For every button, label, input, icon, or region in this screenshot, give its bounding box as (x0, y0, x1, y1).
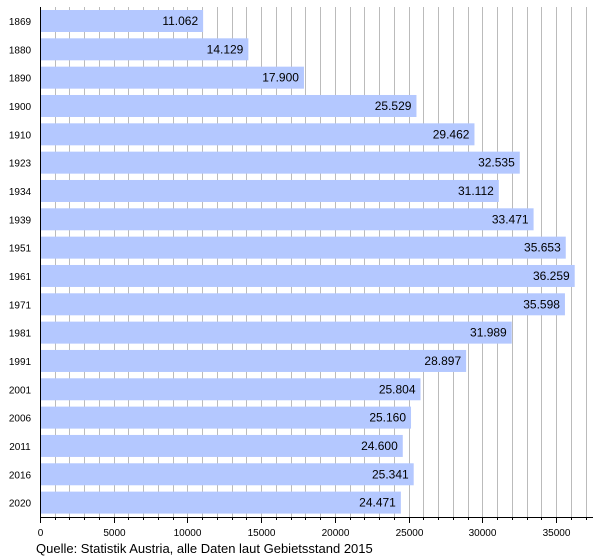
category-label-1961: 1961 (9, 272, 32, 283)
bar-2016 (40, 463, 414, 486)
bar-2020 (40, 491, 401, 514)
category-label-2016: 2016 (9, 470, 32, 481)
x-tick-label-35000: 35000 (543, 528, 571, 539)
value-label-1869: 11.062 (162, 14, 198, 28)
value-label-2016: 25.341 (372, 467, 409, 481)
value-label-1923: 32.535 (478, 156, 515, 170)
x-tick-label-10000: 10000 (174, 528, 202, 539)
category-label-2011: 2011 (9, 442, 31, 453)
category-label-2006: 2006 (9, 414, 32, 425)
category-label-1934: 1934 (9, 187, 32, 198)
bar-1910 (40, 123, 475, 146)
category-label-2001: 2001 (9, 385, 32, 396)
bar-1951 (40, 236, 566, 259)
bar-2001 (40, 378, 421, 401)
bar-1991 (40, 349, 467, 372)
bar-1923 (40, 151, 520, 174)
value-label-1934: 31.112 (458, 184, 494, 198)
category-label-1951: 1951 (9, 244, 32, 255)
bar-1981 (40, 321, 512, 344)
bar-1900 (40, 94, 417, 117)
category-label-2020: 2020 (9, 499, 32, 510)
bar-1934 (40, 179, 499, 202)
category-label-1939: 1939 (9, 215, 32, 226)
value-label-1890: 17.900 (262, 71, 299, 85)
value-label-1939: 33.471 (492, 212, 529, 226)
bar-1869 (40, 10, 204, 32)
category-label-1981: 1981 (9, 329, 32, 340)
value-label-1900: 25.529 (375, 99, 412, 113)
value-label-1951: 35.653 (524, 241, 561, 255)
source-note: Quelle: Statistik Austria, alle Daten la… (36, 541, 373, 556)
bar-1961 (40, 264, 575, 287)
x-tick-label-25000: 25000 (396, 528, 424, 539)
x-tick-label-5000: 5000 (103, 528, 126, 539)
x-tick-label-20000: 20000 (322, 528, 350, 539)
value-label-2001: 25.804 (379, 382, 416, 396)
category-label-1991: 1991 (9, 357, 32, 368)
category-label-1890: 1890 (9, 74, 32, 85)
bar-2011 (40, 434, 403, 457)
bar-1890 (40, 66, 304, 89)
value-label-2020: 24.471 (359, 496, 396, 510)
bar-2006 (40, 406, 412, 429)
category-label-1869: 1869 (9, 17, 32, 28)
x-tick-label-0: 0 (38, 528, 44, 539)
category-label-1923: 1923 (9, 159, 32, 170)
category-label-1880: 1880 (9, 45, 32, 56)
value-label-1981: 31.989 (470, 326, 507, 340)
bar-1971 (40, 293, 565, 316)
value-label-1961: 36.259 (533, 269, 570, 283)
category-label-1900: 1900 (9, 102, 32, 113)
bar-1939 (40, 208, 534, 231)
value-label-1991: 28.897 (424, 354, 461, 368)
category-label-1971: 1971 (9, 300, 32, 311)
bar-1880 (40, 38, 249, 61)
value-label-1910: 29.462 (433, 127, 470, 141)
value-label-1971: 35.598 (523, 297, 560, 311)
value-label-2011: 24.600 (361, 439, 398, 453)
value-label-2006: 25.160 (369, 411, 406, 425)
x-tick-label-15000: 15000 (248, 528, 276, 539)
x-tick-label-30000: 30000 (469, 528, 497, 539)
category-label-1910: 1910 (9, 130, 32, 141)
value-label-1880: 14.129 (207, 42, 244, 56)
